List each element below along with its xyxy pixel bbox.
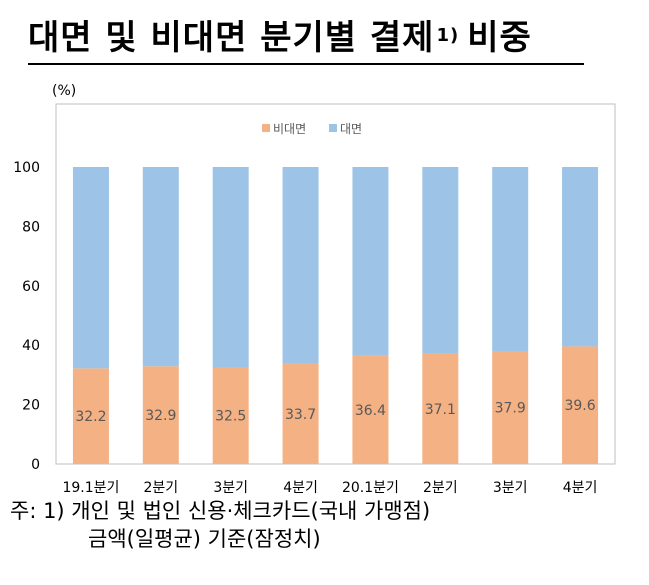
title-footnote-mark: 1): [436, 25, 460, 46]
y-unit-label: (%): [52, 83, 76, 99]
y-tick-label: 80: [22, 219, 40, 235]
title-suffix: 비중: [467, 18, 532, 58]
y-tick-label: 60: [22, 279, 40, 295]
title-underline: [28, 63, 584, 65]
bar-contact: [492, 167, 529, 352]
bar-contact: [352, 167, 389, 356]
x-tick-label: 3분기: [493, 480, 528, 496]
data-label: 37.1: [425, 402, 456, 418]
data-label: 39.6: [564, 398, 595, 414]
bar-contact: [282, 167, 319, 364]
title-main: 대면 및 비대면 분기별 결제: [28, 18, 435, 58]
x-tick-label: 2분기: [423, 480, 458, 496]
bar-contact: [212, 167, 249, 368]
bar-noncontact: [282, 363, 319, 464]
data-label: 32.5: [215, 409, 246, 425]
x-axis: 19.1분기 2분기 3분기 4분기 20.1분기 2분기 3분기 4분기: [62, 480, 597, 496]
plot-frame: [55, 103, 616, 465]
legend-label: 대면: [340, 122, 362, 136]
y-axis: 0 20 40 60 80 100: [13, 160, 40, 473]
bar-noncontact: [212, 367, 249, 464]
y-tick-label: 100: [13, 160, 40, 176]
y-tick-label: 40: [22, 338, 40, 354]
y-tick-label: 0: [31, 457, 40, 473]
bar-noncontact: [422, 353, 459, 464]
bar-contact: [72, 167, 109, 369]
x-tick-label: 3분기: [213, 480, 248, 496]
bar-contact: [422, 167, 459, 354]
bar-noncontact: [142, 366, 179, 464]
bars-group: [72, 167, 599, 464]
bar-noncontact: [492, 351, 529, 464]
footnote-line-1: 주: 1) 개인 및 법인 신용·체크카드(국내 가맹점): [10, 499, 431, 523]
data-labels-group: 32.2 32.9 32.5 33.7 36.4 37.1 37.9 39.6: [75, 398, 595, 425]
x-tick-label: 19.1분기: [62, 480, 119, 496]
x-tick-label: 2분기: [143, 480, 178, 496]
data-label: 32.9: [145, 408, 176, 424]
stacked-bar-chart: (%) 0 20 40 60 80 100 32.2 32.9 32.5 33.7 36.4 37.…: [13, 83, 616, 496]
legend: 비대면 대면: [262, 122, 362, 136]
data-label: 33.7: [285, 407, 316, 423]
x-tick-label: 4분기: [563, 480, 598, 496]
legend-swatch: [329, 124, 337, 132]
x-tick-label: 20.1분기: [342, 480, 399, 496]
footnote-line-2: 금액(일평균) 기준(잠정치): [88, 527, 321, 551]
footnote: 주: 1) 개인 및 법인 신용·체크카드(국내 가맹점) 금액(일평균) 기준…: [10, 497, 430, 553]
bar-contact: [562, 167, 599, 347]
x-tick-label: 4분기: [283, 480, 318, 496]
legend-swatch: [262, 124, 270, 132]
bar-contact: [142, 167, 179, 367]
legend-label: 비대면: [273, 122, 306, 136]
y-tick-label: 20: [22, 398, 40, 414]
bar-noncontact: [562, 346, 599, 464]
data-label: 36.4: [355, 403, 386, 419]
bar-noncontact: [352, 355, 389, 464]
data-label: 32.2: [75, 409, 106, 425]
bar-noncontact: [72, 368, 109, 464]
data-label: 37.9: [495, 401, 526, 417]
chart-title: 대면 및 비대면 분기별 결제 1) 비중: [28, 16, 584, 66]
